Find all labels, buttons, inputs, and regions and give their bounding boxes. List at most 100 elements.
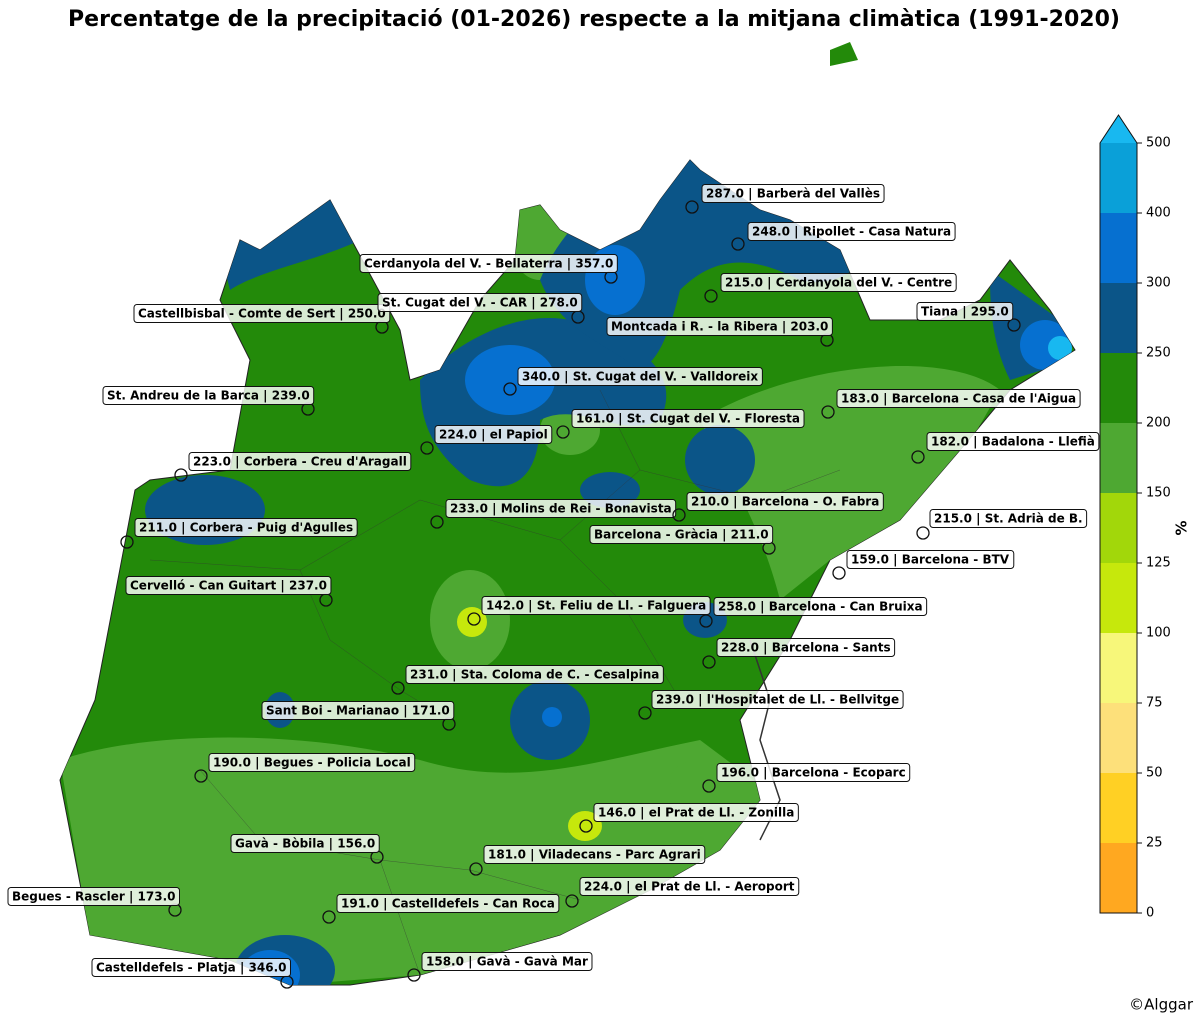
station-label: 181.0 | Viladecans - Parc Agrari [488,848,701,862]
map-title: Percentatge de la precipitació (01-2026)… [68,7,1120,32]
label-box [261,701,455,720]
station-marker [467,612,481,626]
station-marker [391,681,405,695]
station-label: 224.0 | el Prat de Ll. - Aeroport [584,880,795,894]
station-marker [565,894,579,908]
station-label: 287.0 | Barberà del Vallès [706,187,880,201]
station-marker [174,468,188,482]
colorbar: 0 25 50 75 100 125 150 200 250 300 400 500% [1099,114,1191,921]
station-marker [579,819,593,833]
station-marker [430,515,444,529]
station-label: Castelldefels - Platja | 346.0 [96,961,286,975]
label-box [188,452,412,471]
region [59,42,1076,986]
label-box [926,432,1100,451]
station-label: 159.0 | Barcelona - BTV [851,553,1010,567]
station-label: 142.0 | St. Feliu de Ll. - Falguera [486,599,706,613]
station-label: 210.0 | Barcelona - O. Fabra [691,495,879,509]
colorbar-label: % [1173,520,1191,535]
station-marker [420,441,434,455]
stations: 287.0 | Barberà del Vallès 248.0 | Ripoll… [7,184,1100,989]
label-box [589,525,774,544]
station-marker [699,614,713,628]
colorbar-extend [1100,115,1137,143]
station-marker [731,237,745,251]
station-label: Cerdanyola del V. - Bellaterra | 357.0 [364,257,613,271]
station-marker [469,862,483,876]
colorbar-segment [1100,493,1137,563]
station-marker [638,706,652,720]
colorbar-segment [1100,143,1137,213]
islet [830,42,858,66]
label-box [134,518,358,537]
station-marker [672,508,686,522]
station-label: Montcada i R. - la Ribera | 203.0 [611,320,828,334]
station-label: 340.0 | St. Cugat del V. - Valldoreix [522,370,758,384]
colorbar-tick-label: 400 [1146,206,1171,221]
station-marker [911,450,925,464]
station-label: 258.0 | Barcelona - Can Bruixa [718,600,923,614]
colorbar-tick-label: 125 [1146,556,1171,571]
label-box [359,254,618,273]
label-box [747,222,956,241]
station-label: Barcelona - Gràcia | 211.0 [594,528,769,542]
station-label: 191.0 | Castelldefels - Can Roca [341,897,555,911]
colorbar-segment [1100,843,1137,913]
label-box [517,367,763,386]
station-label: Begues - Rascler | 173.0 [12,890,176,904]
station-label: 228.0 | Barcelona - Sants [721,641,891,655]
station-marker [194,769,208,783]
station-label: Cervelló - Can Guitart | 237.0 [130,579,327,593]
label-box [230,834,380,853]
station-label: 161.0 | St. Cugat del V. - Floresta [576,412,800,426]
colorbar-segment [1100,353,1137,423]
station-marker [1007,318,1021,332]
station-marker [322,910,336,924]
label-box [836,389,1081,408]
station-label: Gavà - Bòbila | 156.0 [235,837,375,851]
label-box [716,638,896,657]
station-marker [503,382,517,396]
colorbar-tick-label: 200 [1146,416,1171,431]
label-box [846,550,1015,569]
label-box [606,317,833,336]
station-label: 146.0 | el Prat de Ll. - Zonilla [598,806,794,820]
label-box [651,690,904,709]
label-box [133,304,391,323]
colorbar-segment [1100,773,1137,843]
station-label: Tiana | 295.0 [921,305,1009,319]
label-box [701,184,885,203]
label-box [720,273,957,292]
colorbar-segment [1100,283,1137,353]
station-label: 233.0 | Molins de Rei - Bonavista [450,502,672,516]
station-marker [832,566,846,580]
label-box [445,499,677,518]
label-box [716,763,911,782]
label-box [102,386,315,405]
station-label: Castellbisbal - Comte de Sert | 250.0 [138,307,386,321]
station-marker [702,655,716,669]
colorbar-segment [1100,703,1137,773]
label-box [125,576,332,595]
label-box [405,665,664,684]
label-box [91,958,291,977]
station-label: 231.0 | Sta. Coloma de C. - Cesalpina [410,668,659,682]
colorbar-tick-label: 250 [1146,346,1171,361]
label-box [713,597,928,616]
station-label: 182.0 | Badalona - Llefià [931,435,1095,449]
colorbar-segment [1100,563,1137,633]
station-marker [407,968,421,982]
colorbar-tick-label: 25 [1146,836,1163,851]
station-label: 183.0 | Barcelona - Casa de l'Aigua [841,392,1076,406]
station-label: Sant Boi - Marianao | 171.0 [266,704,450,718]
credit: ©Alggar [1129,996,1194,1014]
label-box [579,877,800,896]
label-box [421,952,593,971]
label-box [481,596,711,615]
colorbar-tick-label: 500 [1146,136,1171,151]
colorbar-frame [1099,114,1138,914]
station-label: 158.0 | Gavà - Gavà Mar [426,955,588,969]
colorbar-tick-label: 300 [1146,276,1171,291]
label-box [377,293,583,312]
